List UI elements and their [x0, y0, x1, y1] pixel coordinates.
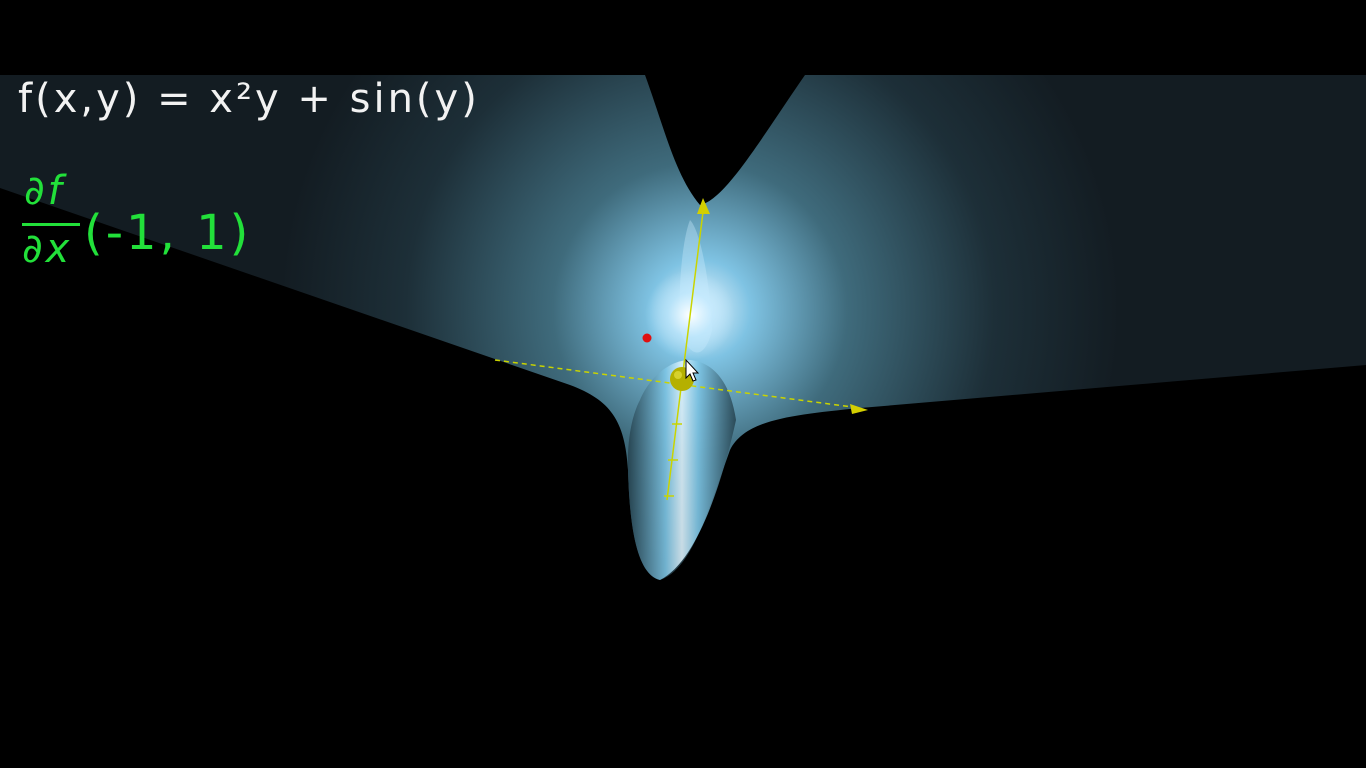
red-marker — [642, 333, 652, 343]
mouse-cursor-icon — [685, 358, 700, 382]
y-trace-line — [666, 211, 704, 501]
partial-arguments: (-1, 1) — [84, 205, 252, 261]
y-trace-ticks — [664, 423, 682, 497]
evaluation-point-shine — [674, 371, 682, 379]
partial-denominator: ∂x — [22, 226, 73, 272]
partial-numerator: ∂f — [24, 168, 65, 214]
axis-arrow-icon — [697, 198, 710, 214]
surface-plot — [0, 75, 1366, 580]
function-formula: f(x,y) = x²y + sin(y) — [18, 76, 480, 122]
graph-viewport[interactable] — [0, 75, 1366, 768]
surface-valley — [627, 360, 736, 580]
axis-arrow-icon — [850, 404, 868, 414]
fraction-bar — [22, 223, 80, 226]
